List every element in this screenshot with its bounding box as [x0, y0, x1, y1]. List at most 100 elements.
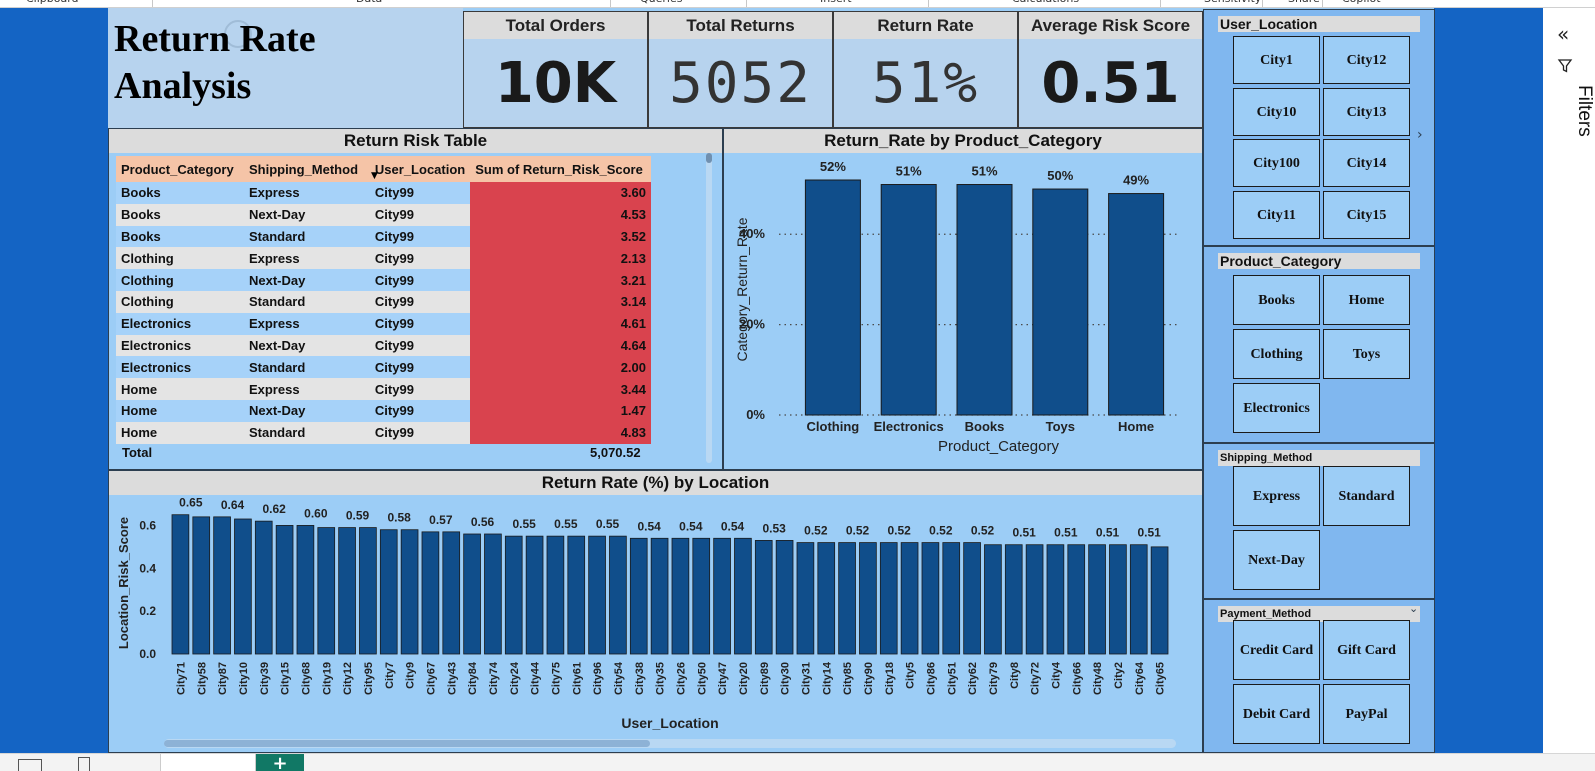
bar[interactable] — [400, 529, 419, 655]
bar[interactable] — [254, 520, 273, 655]
bar[interactable] — [484, 533, 502, 655]
kpi-average-risk-score[interactable]: Average Risk Score 0.51 — [1018, 11, 1203, 128]
table-row[interactable]: Clothing Standard City99 3.14 — [116, 290, 651, 313]
bar[interactable] — [942, 542, 961, 655]
bar[interactable] — [650, 537, 669, 655]
bar[interactable] — [442, 531, 461, 655]
table-row[interactable]: Home Next-Day City99 1.47 — [116, 399, 651, 422]
bar[interactable] — [1129, 544, 1148, 655]
bar[interactable] — [171, 514, 190, 655]
slicer-option-user-location[interactable]: City13 — [1323, 87, 1410, 136]
bar[interactable] — [921, 542, 940, 655]
column-header-user-location[interactable]: User_Location — [369, 156, 471, 182]
scrollbar-thumb[interactable] — [164, 740, 650, 747]
location-chart[interactable]: 0.0 0.2 0.4 0.6 0.65 City71 City58 0.64 City87 Ci… — [108, 494, 1203, 753]
bar[interactable] — [609, 535, 627, 655]
filters-pane-label[interactable]: Filters — [1574, 85, 1595, 137]
slicer-option-user-location[interactable]: City1 — [1233, 36, 1320, 84]
bar[interactable] — [734, 537, 752, 655]
bar[interactable] — [817, 542, 836, 655]
bar[interactable] — [296, 525, 315, 655]
column-header-product-category[interactable]: Product_Category — [116, 156, 244, 182]
bar[interactable] — [1025, 544, 1044, 655]
bar[interactable] — [317, 527, 336, 655]
slicer-option-user-location[interactable]: City12 — [1323, 36, 1410, 84]
ribbon-label-copilot[interactable]: Copilot — [1342, 0, 1381, 5]
slicer-option-product-category[interactable]: Toys — [1323, 329, 1410, 379]
slicer-option-payment-method[interactable]: Debit Card — [1233, 684, 1320, 744]
bar[interactable] — [879, 542, 898, 655]
bar[interactable] — [1088, 544, 1106, 655]
bar[interactable] — [192, 516, 211, 655]
bar[interactable] — [880, 184, 937, 416]
slicer-option-product-category[interactable]: Books — [1233, 275, 1320, 325]
bar[interactable] — [213, 516, 231, 655]
ribbon-label-data[interactable]: Data — [356, 0, 382, 5]
bar[interactable] — [775, 540, 794, 655]
bar[interactable] — [1067, 544, 1086, 655]
column-header-shipping-method[interactable]: Shipping_Method — [243, 156, 370, 182]
bar[interactable] — [567, 535, 586, 655]
kpi-total-returns[interactable]: Total Returns 5052 — [648, 11, 833, 128]
bar[interactable] — [1004, 544, 1023, 655]
ribbon-label-queries[interactable]: Queries — [640, 0, 682, 5]
scrollbar-thumb[interactable] — [706, 153, 712, 163]
bar[interactable] — [338, 527, 356, 655]
slicer-option-payment-method[interactable]: Gift Card — [1323, 620, 1410, 680]
slicer-option-product-category[interactable]: Electronics — [1233, 383, 1320, 433]
bar[interactable] — [359, 527, 377, 655]
bar[interactable] — [379, 529, 398, 655]
page-tab[interactable] — [160, 754, 256, 771]
bar[interactable] — [525, 535, 544, 655]
table-row[interactable]: Clothing Express City99 2.13 — [116, 247, 651, 270]
ribbon-label-clipboard[interactable]: Clipboard — [26, 0, 79, 5]
category-chart[interactable]: 0% 20% 40% 52% Clothing 51% Electronics 51% Book… — [723, 152, 1203, 470]
mobile-view-icon[interactable] — [78, 757, 90, 771]
slicer-option-user-location[interactable]: City15 — [1323, 190, 1410, 239]
slicer-option-shipping-method[interactable]: Next-Day — [1233, 530, 1320, 590]
bar[interactable] — [713, 537, 731, 655]
bar[interactable] — [956, 184, 1013, 416]
bar[interactable] — [1150, 546, 1169, 655]
sort-descending-icon[interactable]: ▼ — [371, 171, 378, 181]
bar[interactable] — [804, 179, 861, 416]
bar[interactable] — [1032, 188, 1089, 416]
bar[interactable] — [546, 535, 565, 655]
table-row[interactable]: Home Express City99 3.44 — [116, 378, 651, 400]
slicer-option-user-location[interactable]: City11 — [1233, 190, 1320, 239]
slicer-option-user-location[interactable]: City14 — [1323, 139, 1410, 187]
bar[interactable] — [754, 540, 773, 655]
bar[interactable] — [859, 542, 877, 655]
chevron-right-icon[interactable]: › — [1417, 127, 1423, 143]
bar[interactable] — [838, 542, 856, 655]
bar[interactable] — [588, 535, 606, 655]
slicer-option-shipping-method[interactable]: Express — [1233, 466, 1320, 526]
bar[interactable] — [421, 531, 440, 655]
slicer-option-product-category[interactable]: Clothing — [1233, 329, 1320, 379]
bar[interactable] — [504, 535, 523, 655]
slicer-option-payment-method[interactable]: Credit Card — [1233, 620, 1320, 680]
bar[interactable] — [900, 542, 919, 655]
table-row[interactable]: Books Next-Day City99 4.53 — [116, 203, 651, 226]
kpi-return-rate[interactable]: Return Rate 51% — [833, 11, 1018, 128]
table-row[interactable]: Electronics Standard City99 2.00 — [116, 356, 651, 379]
bar[interactable] — [463, 533, 481, 655]
add-page-button[interactable]: + — [256, 754, 304, 771]
table-vertical-scrollbar[interactable] — [706, 153, 712, 463]
slicer-option-shipping-method[interactable]: Standard — [1323, 466, 1410, 526]
risk-table[interactable]: Product_Category Shipping_Method User_Lo… — [116, 156, 651, 444]
bar[interactable] — [1109, 544, 1127, 655]
bar[interactable] — [984, 544, 1002, 655]
ribbon-label-insert[interactable]: Insert — [820, 0, 852, 5]
slicer-option-payment-method[interactable]: PayPal — [1323, 684, 1410, 744]
bar[interactable] — [1046, 544, 1065, 655]
page-view-icon[interactable] — [18, 759, 42, 771]
table-row[interactable]: Electronics Express City99 4.61 — [116, 312, 651, 335]
ribbon-label-share[interactable]: Share — [1288, 0, 1320, 5]
column-header-sum-risk-score[interactable]: Sum of Return_Risk_Score — [470, 156, 651, 182]
table-row[interactable]: Books Standard City99 3.52 — [116, 225, 651, 248]
table-row[interactable]: Books Express City99 3.60 — [116, 182, 651, 204]
ribbon-label-calculations[interactable]: Calculations — [1012, 0, 1079, 5]
table-row[interactable]: Home Standard City99 4.83 — [116, 421, 651, 444]
slicer-option-product-category[interactable]: Home — [1323, 275, 1410, 325]
